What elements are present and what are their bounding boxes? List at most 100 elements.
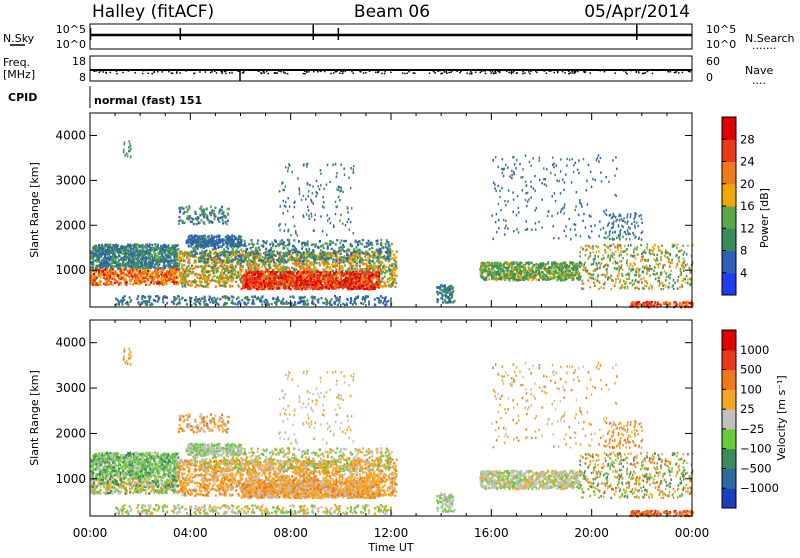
- nave-dot: [390, 72, 392, 74]
- power-cell: [333, 249, 335, 251]
- power-cell: [278, 252, 280, 254]
- power-cell: [120, 270, 122, 272]
- power-cell: [121, 245, 123, 247]
- power-cell: [287, 244, 289, 246]
- nave-dot: [501, 70, 503, 72]
- power-cell: [359, 261, 361, 263]
- power-cell: [226, 270, 228, 272]
- power-cell: [203, 275, 205, 277]
- power-cell: [221, 272, 223, 274]
- power-cell: [364, 273, 366, 275]
- nave-dot: [537, 69, 539, 71]
- power-cell: [368, 277, 370, 279]
- nave-dot: [151, 73, 153, 75]
- power-cell: [264, 284, 266, 286]
- nave-dot: [669, 69, 671, 71]
- power-cell: [109, 280, 111, 282]
- power-cell: [180, 280, 182, 282]
- power-cell: [155, 248, 157, 250]
- power-cell: [317, 271, 319, 273]
- power-cell: [313, 252, 315, 254]
- power-cell: [274, 239, 276, 241]
- power-cell: [387, 278, 389, 280]
- power-cell: [268, 268, 270, 270]
- power-cell: [275, 267, 277, 269]
- power-cell: [394, 272, 396, 274]
- nave-dot: [313, 71, 315, 73]
- power-cell: [257, 276, 259, 278]
- power-cell: [110, 271, 112, 273]
- nave-dot: [202, 69, 204, 71]
- power-cell: [275, 254, 277, 256]
- nave-dot: [122, 72, 124, 74]
- power-cell: [283, 287, 285, 289]
- power-cell: [342, 259, 344, 261]
- nave-dot: [564, 72, 566, 74]
- power-cell: [155, 263, 157, 265]
- power-cell: [289, 283, 291, 285]
- power-cell: [395, 264, 397, 266]
- power-cell: [215, 248, 217, 250]
- nave-dot: [242, 72, 244, 74]
- nave-dot: [402, 72, 404, 74]
- power-cell: [299, 265, 301, 267]
- power-cell: [198, 266, 200, 268]
- nave-dot: [381, 73, 383, 75]
- nave-dot: [298, 69, 300, 71]
- power-cell: [367, 284, 369, 286]
- power-cell: [268, 253, 270, 255]
- power-cell: [161, 250, 163, 252]
- power-cell: [306, 251, 308, 253]
- power-cell: [231, 285, 233, 287]
- power-cell: [287, 274, 289, 276]
- power-cell: [320, 245, 322, 247]
- power-cell: [140, 252, 142, 254]
- nave-dot: [147, 73, 149, 75]
- nave-dot: [278, 71, 280, 73]
- power-cell: [251, 242, 253, 244]
- power-cell: [320, 252, 322, 254]
- power-cell: [355, 282, 357, 284]
- power-cell: [329, 284, 331, 286]
- power-cell: [95, 254, 97, 256]
- power-cell: [344, 281, 346, 283]
- nave-dot: [176, 72, 178, 74]
- power-cell: [191, 252, 193, 254]
- power-cell: [328, 273, 330, 275]
- power-cell: [380, 244, 382, 246]
- power-cell: [373, 256, 375, 258]
- power-cell: [274, 273, 276, 275]
- power-cell: [205, 276, 207, 278]
- power-cell: [155, 253, 157, 255]
- power-cell: [222, 280, 224, 282]
- power-cell: [132, 270, 134, 272]
- nave-dot: [636, 71, 638, 73]
- power-cell: [394, 286, 396, 288]
- power-cell: [369, 268, 371, 270]
- power-cell: [131, 275, 133, 277]
- power-cell: [153, 282, 155, 284]
- power-cell: [170, 247, 172, 249]
- power-cell: [157, 243, 159, 245]
- power-cell: [313, 287, 315, 289]
- nave-dot: [452, 70, 454, 72]
- power-cell: [287, 279, 289, 281]
- power-cell: [117, 275, 119, 277]
- power-cell: [153, 251, 155, 253]
- nave-dot: [190, 70, 192, 72]
- power-cell: [331, 248, 333, 250]
- power-cell: [316, 287, 318, 289]
- power-cell: [364, 255, 366, 257]
- power-cell: [375, 257, 377, 259]
- power-cell: [385, 251, 387, 253]
- power-cell: [273, 264, 275, 266]
- power-cell: [176, 255, 178, 257]
- nave-dot: [411, 69, 413, 71]
- power-cell: [359, 270, 361, 272]
- power-cell: [270, 247, 272, 249]
- nave-dot: [221, 72, 223, 74]
- power-cell: [259, 278, 261, 280]
- power-cell: [262, 256, 264, 258]
- power-cell: [288, 286, 290, 288]
- power-cell: [194, 259, 196, 261]
